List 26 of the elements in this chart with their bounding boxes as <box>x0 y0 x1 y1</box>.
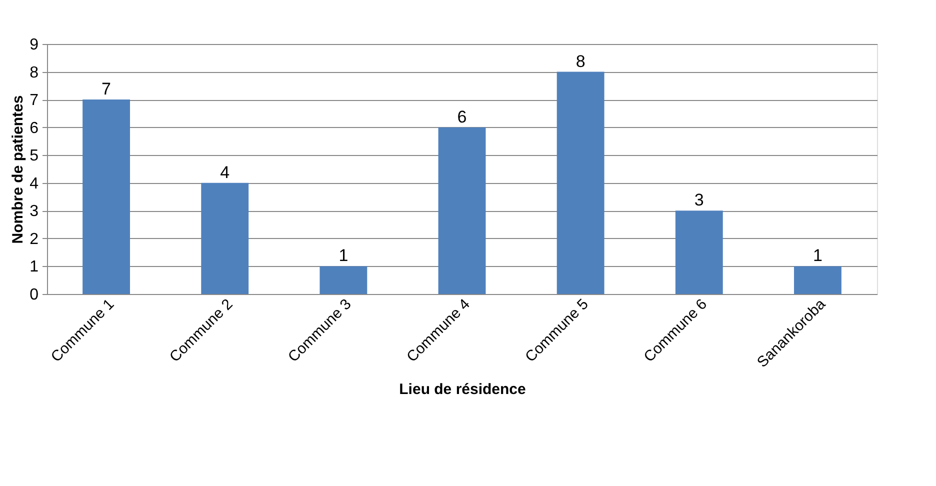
y-tick-label: 9 <box>30 36 39 54</box>
y-tick-label: 5 <box>30 148 39 165</box>
data-label: 1 <box>812 246 822 266</box>
bar <box>320 266 368 294</box>
data-label: 7 <box>102 80 112 99</box>
data-label: 1 <box>338 246 348 266</box>
y-tick-label: 8 <box>30 64 39 82</box>
x-axis-title: Lieu de résidence <box>399 381 526 398</box>
bar <box>556 72 604 294</box>
y-tick-label: 7 <box>30 92 39 110</box>
y-tick-label: 4 <box>30 175 39 192</box>
y-axis-title: Nombre de patientes <box>10 95 27 244</box>
bar <box>794 266 842 294</box>
data-label: 4 <box>220 162 230 182</box>
y-tick-label: 0 <box>30 286 39 304</box>
y-tick-label: 6 <box>30 120 39 137</box>
bar <box>201 182 249 294</box>
bar <box>82 100 130 294</box>
y-tick-label: 1 <box>30 258 39 276</box>
bar <box>675 210 723 294</box>
data-label: 8 <box>576 52 586 71</box>
bar <box>438 127 486 294</box>
data-label: 3 <box>694 190 704 210</box>
data-label: 6 <box>457 107 467 126</box>
y-tick-label: 2 <box>30 230 39 248</box>
y-tick-label: 3 <box>30 203 39 220</box>
